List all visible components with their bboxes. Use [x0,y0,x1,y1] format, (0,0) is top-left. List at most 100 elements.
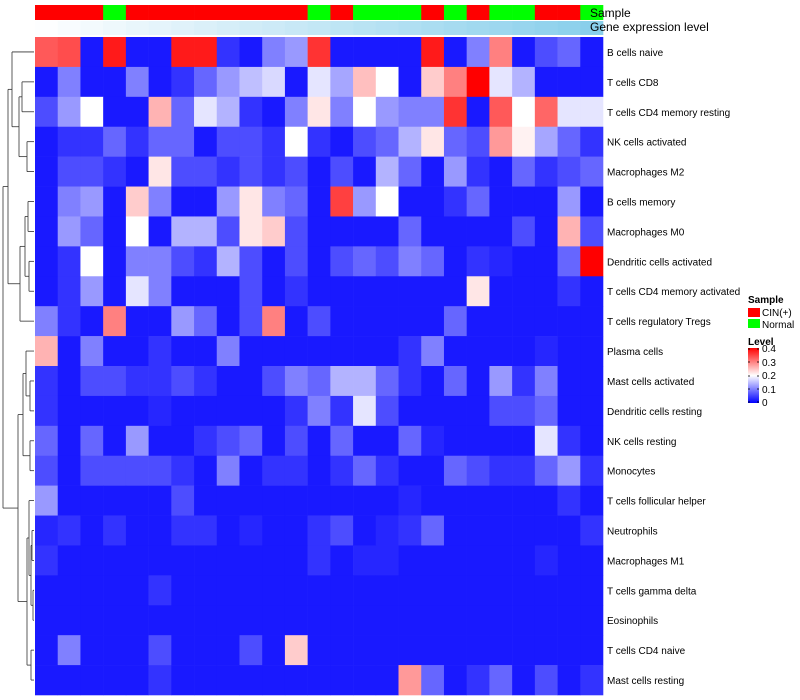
heatmap-cell [398,485,422,516]
heatmap-cell [103,366,127,397]
heatmap-cell [80,425,104,457]
heatmap-cell [171,665,195,696]
expression-level-cell [35,21,59,35]
heatmap-cell [284,545,308,576]
heatmap-cell [557,635,581,666]
heatmap-cell [557,575,581,606]
heatmap-cell [171,605,195,636]
heatmap-cell [443,37,467,68]
heatmap-cell [557,545,581,576]
heatmap-cell [35,37,59,68]
expression-level-cell [353,21,377,35]
heatmap-cell [103,575,127,606]
heatmap-cell [239,96,263,128]
heatmap-cell [443,575,467,606]
heatmap-cell [284,635,308,666]
heatmap-cell [148,425,172,457]
heatmap-cell [466,455,490,486]
heatmap-cell [103,186,127,217]
heatmap-cell [284,336,308,367]
heatmap-cell [103,276,127,307]
heatmap-cell [194,545,218,576]
heatmap-cell [534,336,558,367]
heatmap-cell [375,515,399,546]
heatmap-cell [466,515,490,546]
heatmap-cell [35,605,59,636]
heatmap-cell [330,515,354,546]
heatmap-cell [534,485,558,516]
heatmap-cell [148,126,172,157]
heatmap-cell [35,485,59,516]
heatmap-cell [262,485,286,516]
expression-level-cell [57,21,81,35]
heatmap-cell [489,425,513,457]
heatmap-cell [375,336,399,367]
legend-level-colorbar [748,348,759,403]
heatmap-cell [239,455,263,486]
heatmap-cell [80,126,104,157]
heatmap-cell [557,485,581,516]
heatmap-cell [125,425,149,457]
heatmap-cell [580,455,604,486]
heatmap-cell [216,545,240,576]
heatmap-cell [512,575,536,606]
row-label: T cells regulatory Tregs [607,317,711,328]
heatmap-cell [398,96,422,128]
heatmap-cell [80,605,104,636]
heatmap-cell [512,216,536,247]
heatmap-cell [239,575,263,606]
heatmap-cell [284,485,308,516]
heatmap-cell [57,126,81,157]
heatmap-cell [239,276,263,307]
heatmap-cell [239,665,263,696]
heatmap-cell [35,246,59,277]
heatmap-cell [171,96,195,128]
heatmap-cell [171,515,195,546]
heatmap-cell [125,515,149,546]
heatmap-cell [534,545,558,576]
heatmap-cell [557,156,581,187]
heatmap-cell [307,246,331,277]
expression-level-cell [103,21,127,35]
legend-label-cin: CIN(+) [762,308,792,319]
sample-annotation-track [35,5,604,20]
heatmap-cell [216,336,240,367]
expression-level-cell [239,21,263,35]
heatmap-cell [125,186,149,217]
heatmap-cell [148,515,172,546]
heatmap-cell [125,276,149,307]
expression-level-cell [375,21,399,35]
heatmap-cell [375,575,399,606]
heatmap-cell [421,395,445,427]
heatmap-cell [580,515,604,546]
heatmap-cell [216,246,240,277]
heatmap-cell [262,455,286,486]
heatmap-cell [466,395,490,427]
sample-cell [534,5,558,20]
heatmap-cell [398,246,422,277]
heatmap-cell [398,156,422,187]
heatmap-cell [534,126,558,157]
heatmap-cell [216,216,240,247]
heatmap-cell [307,66,331,98]
heatmap-cell [398,66,422,98]
heatmap-cell [398,545,422,576]
heatmap-cell [262,425,286,457]
heatmap-cell [443,455,467,486]
heatmap-cell [80,575,104,606]
heatmap-cell [466,216,490,247]
row-label: Plasma cells [607,347,663,358]
heatmap-cell [557,276,581,307]
heatmap-cell [35,395,59,427]
heatmap-cell [512,306,536,337]
heatmap-cell [421,126,445,157]
heatmap-cell [148,37,172,68]
heatmap-cell [148,485,172,516]
heatmap-cell [353,246,377,277]
heatmap-cell [194,156,218,187]
heatmap-cell [534,455,558,486]
row-label: NK cells activated [607,138,686,149]
heatmap-cell [421,575,445,606]
heatmap-cell [262,665,286,696]
heatmap-cell [398,216,422,247]
